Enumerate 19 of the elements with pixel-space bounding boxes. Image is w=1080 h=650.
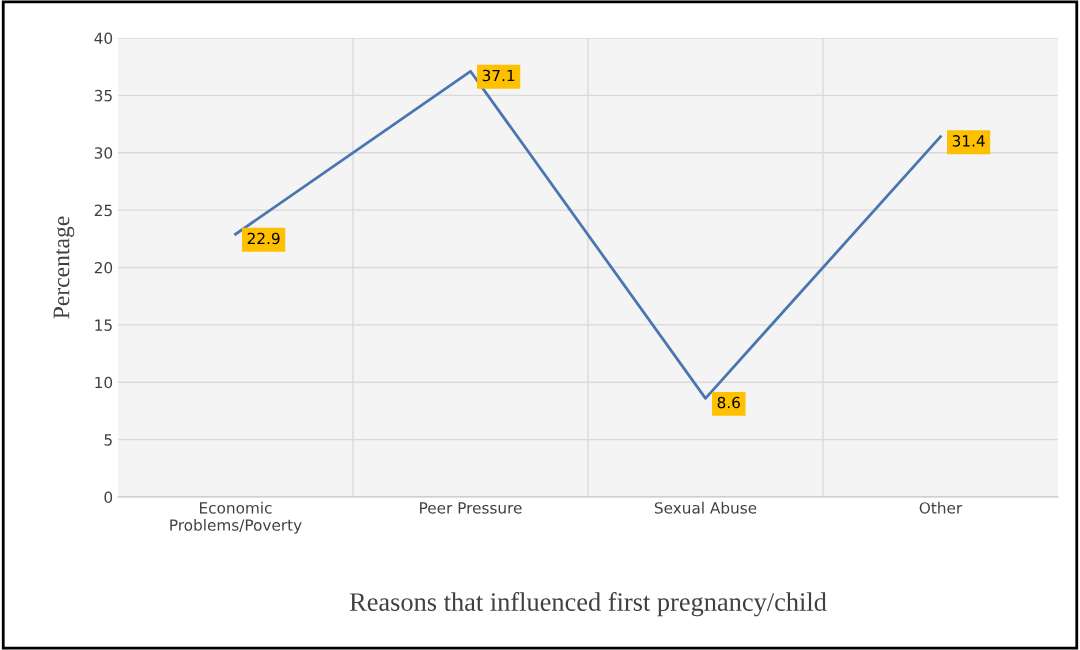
y-tick-label: 30	[94, 147, 113, 159]
y-tick-label: 0	[104, 491, 113, 504]
data-label: 22.9	[247, 232, 280, 245]
y-tick-label: 35	[94, 89, 112, 102]
x-tick-label: Peer Pressure	[420, 502, 522, 514]
data-label: 31.4	[952, 135, 985, 147]
y-tick-label: 25	[94, 204, 112, 217]
y-tick-label: 5	[104, 434, 112, 446]
data-label: 8.6	[717, 396, 740, 409]
y-tick-label: 40	[94, 32, 113, 45]
y-tick-label: 15	[95, 319, 112, 331]
x-axis-title: Reasons that influenced first pregnancy/child	[349, 592, 827, 617]
x-tick-label: Other	[919, 501, 963, 514]
y-tick-label: 10	[95, 376, 113, 389]
y-axis-title: Percentage	[53, 216, 75, 319]
x-tick-label: Sexual Abuse	[654, 501, 757, 514]
data-label: 37.1	[482, 69, 515, 82]
y-tick-label: 20	[94, 261, 113, 274]
x-tick-label: Economic Problems/Poverty	[170, 501, 302, 534]
